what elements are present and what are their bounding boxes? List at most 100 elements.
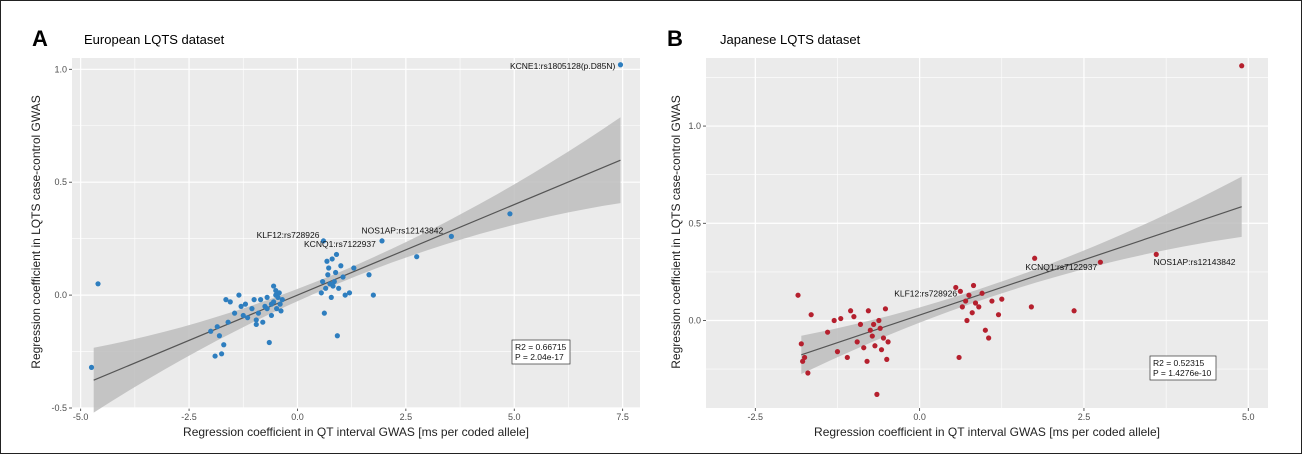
panel-letter: B — [667, 26, 683, 51]
data-point — [264, 306, 270, 312]
data-point — [874, 391, 880, 397]
regression-line — [801, 206, 1242, 356]
confidence-band — [801, 176, 1242, 374]
data-point — [972, 300, 979, 306]
data-point — [351, 265, 357, 271]
data-point — [1239, 63, 1245, 69]
data-point — [268, 312, 275, 319]
data-point — [320, 238, 327, 244]
point-annotation: KCNQ1:rs7122937 — [304, 239, 376, 249]
y-tick-label: 0.5 — [688, 218, 701, 228]
data-point — [1153, 251, 1159, 257]
data-point — [253, 321, 259, 328]
data-point — [330, 283, 336, 289]
data-point — [864, 358, 870, 364]
data-point — [953, 284, 959, 291]
data-point — [805, 370, 811, 376]
data-point — [857, 321, 864, 327]
data-point — [236, 292, 242, 298]
data-point — [1097, 259, 1103, 265]
confidence-band — [93, 117, 621, 413]
panel-letter: A — [32, 26, 48, 51]
point-annotation: KCNE1:rs1805128(p.D85N) — [510, 61, 616, 71]
data-point — [872, 343, 878, 349]
x-tick-label: 5.0 — [508, 412, 521, 422]
stats-text: R2 = 0.66715 — [515, 342, 567, 352]
data-point — [956, 354, 962, 361]
data-point — [279, 297, 285, 303]
data-point — [867, 327, 873, 333]
y-axis-label: Regression coefficient in LQTS case-cont… — [669, 95, 683, 368]
data-point — [223, 297, 229, 303]
data-point — [801, 354, 808, 361]
data-point — [264, 294, 270, 300]
data-point — [970, 282, 977, 289]
data-point — [318, 290, 324, 296]
data-point — [808, 312, 814, 318]
x-axis-label: Regression coefficient in QT interval GW… — [183, 425, 529, 439]
data-point — [370, 292, 376, 298]
data-point — [331, 278, 337, 285]
stats-text: P = 2.04e-17 — [515, 352, 564, 362]
data-point — [999, 296, 1005, 302]
data-point — [969, 310, 975, 316]
data-point — [338, 263, 344, 269]
data-point — [326, 265, 332, 271]
data-point — [851, 314, 857, 320]
data-point — [366, 272, 372, 278]
x-tick-label: 0.0 — [913, 412, 926, 422]
data-point — [240, 312, 246, 319]
data-point — [989, 298, 995, 304]
data-point — [844, 354, 850, 361]
data-point — [333, 251, 340, 258]
y-tick-label: 0.5 — [54, 177, 67, 187]
data-point — [340, 274, 346, 280]
y-tick-label: 0.0 — [54, 290, 67, 300]
data-point — [986, 335, 992, 341]
data-point — [323, 285, 329, 291]
data-point — [88, 364, 95, 370]
data-point — [825, 329, 831, 335]
data-point — [218, 351, 225, 357]
data-point — [95, 281, 101, 287]
x-tick-label: 5.0 — [1242, 412, 1255, 422]
regression-line — [93, 159, 621, 381]
data-point — [957, 288, 963, 294]
panel-b: -2.5 0.0 2.5 5.0 0.0 0.5 1.0 KLF12:rs728926 KCNQ… — [667, 26, 1268, 439]
data-point — [278, 308, 284, 314]
point-annotation: KCNQ1:rs7122937 — [1025, 262, 1097, 272]
x-tick-label: 7.5 — [616, 412, 629, 422]
data-point — [848, 308, 854, 314]
x-tick-label: 2.5 — [1078, 412, 1091, 422]
data-point — [798, 341, 804, 347]
data-point — [255, 310, 262, 316]
data-point — [221, 342, 227, 348]
x-axis-label: Regression coefficient in QT interval GW… — [814, 425, 1160, 439]
data-point — [448, 233, 454, 239]
data-point — [979, 290, 985, 296]
data-point — [346, 290, 353, 296]
data-point — [379, 238, 385, 244]
data-point — [865, 308, 871, 314]
point-annotation: KLF12:rs728926 — [257, 230, 320, 240]
x-tick-label: -2.5 — [181, 412, 197, 422]
data-point — [982, 327, 988, 333]
data-point — [227, 299, 233, 305]
data-point — [334, 333, 340, 339]
data-point — [877, 325, 883, 331]
data-point — [834, 349, 841, 355]
data-point — [325, 272, 331, 278]
data-point — [871, 321, 877, 327]
data-point — [869, 333, 875, 339]
data-point — [885, 339, 891, 345]
point-annotation: KLF12:rs728926 — [894, 288, 957, 298]
data-point — [959, 304, 965, 310]
data-point — [208, 328, 214, 334]
data-point — [212, 353, 218, 359]
data-point — [995, 312, 1002, 318]
point-annotation: NOS1AP:rs12143842 — [361, 226, 443, 236]
data-point — [253, 317, 259, 323]
data-point — [274, 306, 280, 312]
stats-box — [511, 339, 571, 365]
